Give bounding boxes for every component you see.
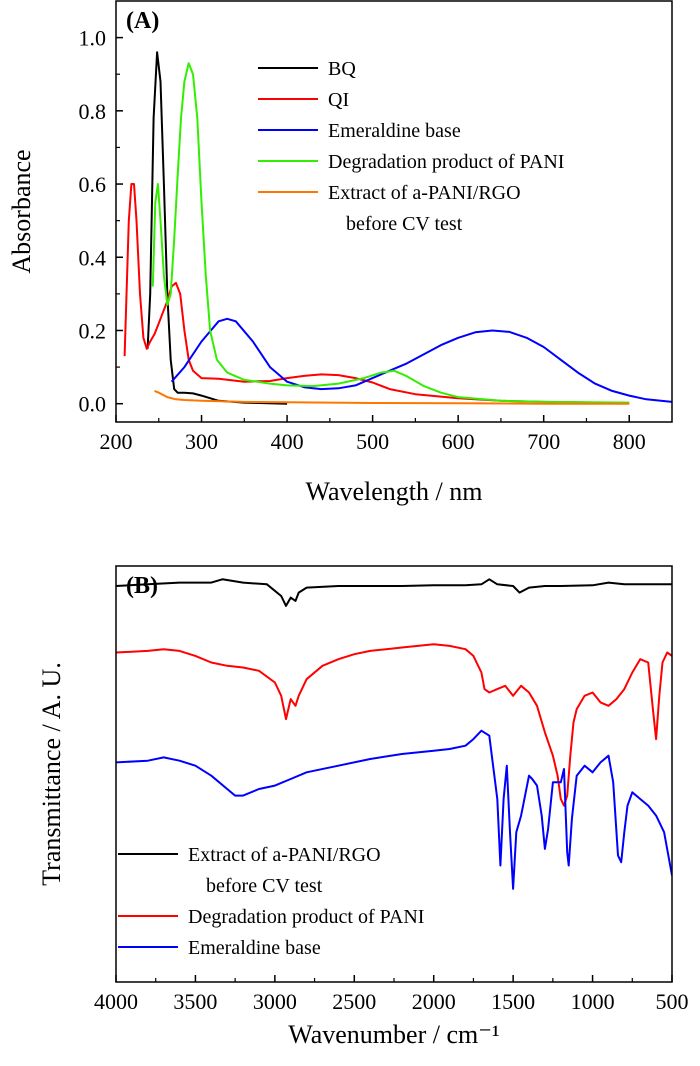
y-tick-label: 0.0 (79, 392, 107, 417)
legend-label-extract-of-a-pani-rgo-before-cv-test: before CV test (346, 213, 463, 235)
x-tick-label: 400 (271, 429, 304, 454)
y-tick-label: 0.8 (79, 99, 107, 124)
y-tick-label: 0.6 (79, 172, 107, 197)
x-tick-label: 300 (185, 429, 218, 454)
legend-label-emeraldine-base: Emeraldine base (328, 120, 461, 142)
series-lines (116, 578, 672, 890)
series-line-qi (123, 183, 630, 404)
x-tick-label: 500 (356, 429, 389, 454)
y-tick-label: 0.4 (79, 245, 107, 270)
series-line-emeraldine-base (116, 729, 672, 890)
legend: BQ QI Emeraldine base Degradation product o… (258, 58, 564, 235)
x-tick-label: 1500 (491, 989, 535, 1014)
legend-label-extract-of-a-pani-rgo-before-cv-test: Extract of a-PANI/RGO (188, 844, 381, 866)
x-tick-label: 3500 (173, 989, 217, 1014)
series-line-degradation-product-of-pani (151, 62, 630, 404)
x-tick-label: 1000 (571, 989, 615, 1014)
plot-frame (115, 0, 673, 423)
x-tick-label: 800 (613, 429, 646, 454)
y-axis-title: Absorbance (7, 149, 36, 273)
legend-label-qi: QI (328, 89, 349, 111)
series-lines (123, 51, 672, 405)
legend-label-extract-of-a-pani-rgo-before-cv-test: before CV test (206, 875, 323, 897)
legend: Extract of a-PANI/RGO before CV test Degra… (118, 844, 424, 959)
x-tick-label: 2500 (332, 989, 376, 1014)
x-axis-title: Wavelength / nm (306, 477, 483, 506)
y-tick-label: 0.2 (79, 318, 107, 343)
panel-label: (A) (126, 8, 159, 34)
x-axis-title: Wavenumber / cm⁻¹ (288, 1020, 499, 1049)
legend-label-bq: BQ (328, 58, 356, 80)
x-tick-label: 600 (442, 429, 475, 454)
x-tick-label: 500 (656, 989, 689, 1014)
x-tick-label: 200 (100, 429, 133, 454)
series-line-emeraldine-base (170, 317, 672, 403)
legend-label-extract-of-a-pani-rgo-before-cv-test: Extract of a-PANI/RGO (328, 182, 521, 204)
legend-label-emeraldine-base: Emeraldine base (188, 937, 321, 959)
panel-label: (B) (126, 573, 158, 599)
series-line-degradation-product-of-pani (116, 643, 672, 807)
series-line-extract-of-a-pani-rgo-before-cv-test (154, 389, 630, 405)
panel-b: 4000 3500 3000 2500 2000 1500 1000 500 Wavenumbe… (37, 565, 689, 1049)
series-line-bq (146, 51, 288, 405)
y-axis-title: Transmittance / A. U. (37, 662, 66, 886)
x-tick-label: 700 (527, 429, 560, 454)
series-line-extract-of-a-pani-rgo-before-cv-test (116, 578, 672, 607)
x-tick-label: 4000 (94, 989, 138, 1014)
legend-label-degradation-product-of-pani: Degradation product of PANI (328, 151, 564, 173)
x-tick-label: 3000 (253, 989, 297, 1014)
x-tick-label: 2000 (412, 989, 456, 1014)
panel-a: 200 300 400 500 600 700 800 0.0 0.2 0.4 0.6 0.8 1.0 W… (7, 0, 673, 506)
legend-label-degradation-product-of-pani: Degradation product of PANI (188, 906, 424, 928)
y-tick-label: 1.0 (79, 26, 107, 51)
